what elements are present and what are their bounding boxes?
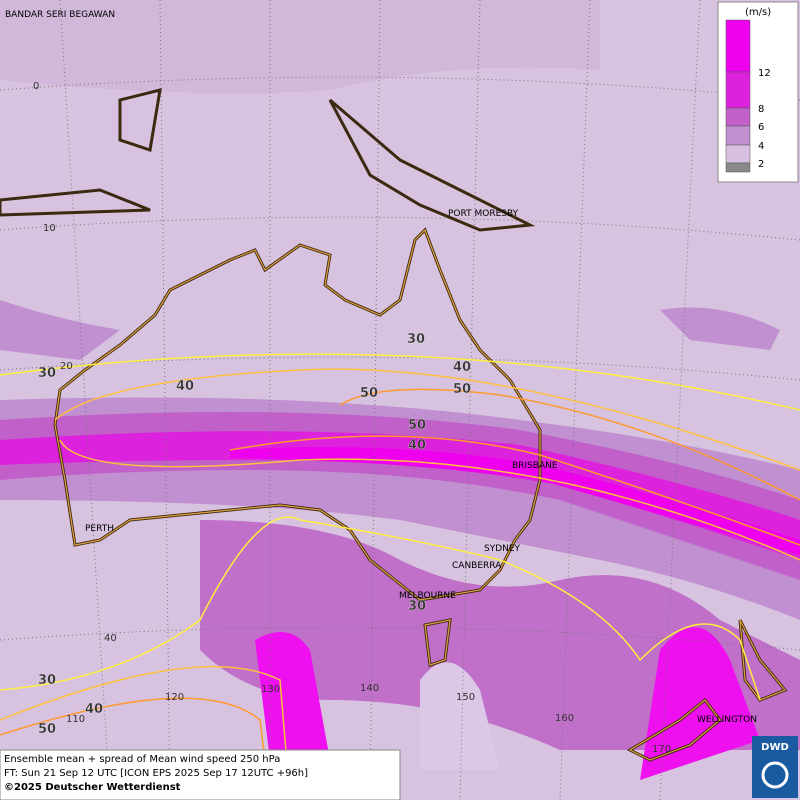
contour-label: 40 <box>85 702 103 717</box>
legend-swatch <box>725 71 751 109</box>
logo-swirl <box>761 761 789 789</box>
legend-swatch <box>725 144 751 164</box>
city-label: PORT MORESBY <box>448 209 519 219</box>
shade <box>200 520 800 750</box>
contour-label: 30 <box>38 366 56 381</box>
contour-label: 30 <box>38 673 56 688</box>
contour-label: 50 <box>38 722 56 737</box>
city-label: BRISBANE <box>512 461 558 471</box>
lon-label: 120 <box>165 692 184 703</box>
contour-label: 40 <box>176 379 194 394</box>
lon-label: 170 <box>652 744 671 755</box>
legend-tick: 8 <box>758 104 764 115</box>
shade <box>420 662 500 770</box>
city-label: SYDNEY <box>484 544 521 554</box>
caption-box <box>0 749 401 801</box>
shade <box>230 447 800 555</box>
legend-tick: 2 <box>758 159 764 170</box>
lat-label: 10 <box>43 223 56 234</box>
contour-label: 40 <box>453 360 471 375</box>
lat-label: 40 <box>104 633 117 644</box>
city-label: WELLINGTON <box>697 715 757 725</box>
lon-label: 140 <box>360 683 379 694</box>
caption-line: Ensemble mean + spread of Mean wind spee… <box>4 754 280 765</box>
contour-label: 50 <box>408 418 426 433</box>
contours <box>0 353 800 801</box>
coastline <box>0 87 788 762</box>
contour-label: 40 <box>408 438 426 453</box>
shade <box>0 0 600 94</box>
city-label: PERTH <box>85 524 114 534</box>
legend-unit: (m/s) <box>745 7 771 18</box>
legend-tick: 12 <box>758 68 771 79</box>
city-label: CANBERRA <box>452 561 502 571</box>
lat-label: 20 <box>60 361 73 372</box>
lon-label: 160 <box>555 713 574 724</box>
lon-label: 130 <box>261 684 280 695</box>
shade <box>255 627 760 780</box>
contour-label: 30 <box>408 599 426 614</box>
legend-swatch <box>725 19 751 73</box>
contour-label: 50 <box>360 386 378 401</box>
logo-text: DWD <box>761 742 789 753</box>
shade <box>0 300 780 360</box>
contour-label: 30 <box>407 332 425 347</box>
city-label: MELBOURNE <box>399 591 456 601</box>
lon-label: 110 <box>66 714 85 725</box>
lat-label: 0 <box>33 81 39 92</box>
caption-line: FT: Sun 21 Sep 12 UTC [ICON EPS 2025 Sep… <box>4 768 308 779</box>
legend-swatch <box>725 162 751 173</box>
lon-label: 150 <box>456 692 475 703</box>
legend-swatch <box>725 107 751 127</box>
caption-line: ©2025 Deutscher Wetterdienst <box>4 782 181 793</box>
legend-tick: 4 <box>758 141 764 152</box>
contour-label: 50 <box>453 382 471 397</box>
legend-tick: 6 <box>758 122 764 133</box>
legend-swatch <box>725 125 751 146</box>
city-label: BANDAR SERI BEGAWAN <box>5 10 115 20</box>
